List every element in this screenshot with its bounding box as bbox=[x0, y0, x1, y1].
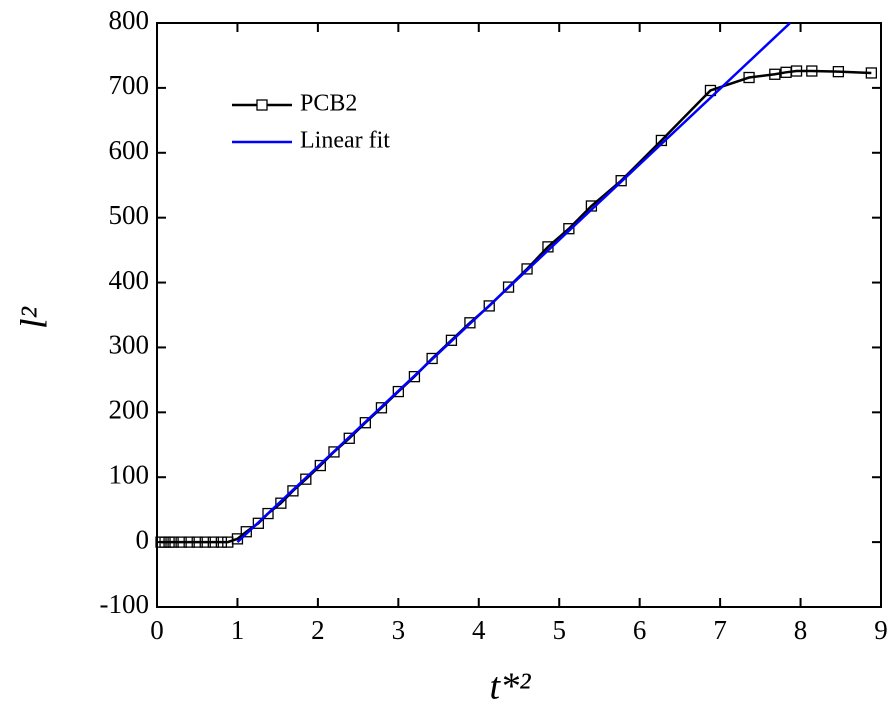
data-point bbox=[615, 175, 627, 187]
data-point bbox=[215, 536, 228, 548]
y-tick-label: 100 bbox=[109, 459, 150, 489]
legend-marker bbox=[256, 99, 268, 111]
data-point bbox=[521, 263, 533, 275]
data-point bbox=[832, 66, 845, 78]
y-tick-label: 700 bbox=[109, 70, 150, 100]
data-point bbox=[183, 536, 195, 548]
data-point bbox=[502, 281, 515, 293]
x-tick-label: 8 bbox=[794, 615, 808, 645]
data-point bbox=[806, 65, 818, 77]
data-point bbox=[359, 417, 372, 429]
data-point bbox=[743, 71, 755, 84]
y-tick-label: 0 bbox=[136, 524, 150, 554]
data-point bbox=[175, 536, 187, 548]
data-point bbox=[167, 536, 179, 548]
data-point bbox=[275, 497, 287, 509]
x-tick-label: 7 bbox=[713, 615, 727, 645]
data-point bbox=[408, 370, 421, 383]
x-tick-label: 6 bbox=[633, 615, 647, 645]
y-tick-label: 400 bbox=[109, 265, 150, 295]
data-point bbox=[252, 517, 265, 529]
y-tick-label: 800 bbox=[109, 5, 150, 35]
data-point bbox=[790, 65, 803, 77]
data-point bbox=[464, 317, 476, 329]
x-tick-label: 9 bbox=[874, 615, 888, 645]
data-point bbox=[426, 352, 438, 365]
data-point bbox=[328, 446, 340, 458]
y-tick-label: 200 bbox=[109, 395, 150, 425]
series-line bbox=[236, 22, 791, 544]
x-tick-label: 3 bbox=[392, 615, 406, 645]
legend-label: PCB2 bbox=[300, 91, 357, 117]
data-point bbox=[343, 432, 355, 444]
data-point bbox=[563, 223, 575, 235]
y-tick-label: -100 bbox=[100, 589, 150, 619]
y-tick-label: 600 bbox=[109, 135, 150, 165]
x-axis-label: t*² bbox=[490, 666, 532, 708]
data-point bbox=[445, 334, 458, 346]
y-tick-label: 300 bbox=[109, 330, 150, 360]
data-point bbox=[314, 459, 326, 472]
data-point bbox=[769, 68, 781, 80]
y-axis-label: l² bbox=[14, 306, 56, 329]
data-point bbox=[262, 507, 274, 520]
data-point bbox=[375, 402, 388, 414]
data-point bbox=[865, 67, 877, 79]
y-tick-label: 500 bbox=[109, 200, 150, 230]
plot-frame bbox=[156, 22, 882, 608]
legend-label: Linear fit bbox=[300, 128, 390, 154]
x-tick-label: 5 bbox=[552, 615, 566, 645]
data-point bbox=[287, 485, 299, 497]
data-point bbox=[191, 536, 203, 548]
x-tick-label: 1 bbox=[231, 615, 245, 645]
data-point bbox=[392, 385, 404, 398]
x-tick-label: 0 bbox=[150, 615, 164, 645]
data-point bbox=[300, 473, 312, 485]
x-tick-label: 2 bbox=[311, 615, 325, 645]
data-point bbox=[483, 300, 495, 312]
data-point bbox=[199, 536, 211, 548]
data-point bbox=[207, 536, 219, 548]
data-point bbox=[240, 526, 252, 538]
data-point bbox=[704, 84, 717, 97]
x-tick-label: 4 bbox=[472, 615, 486, 645]
